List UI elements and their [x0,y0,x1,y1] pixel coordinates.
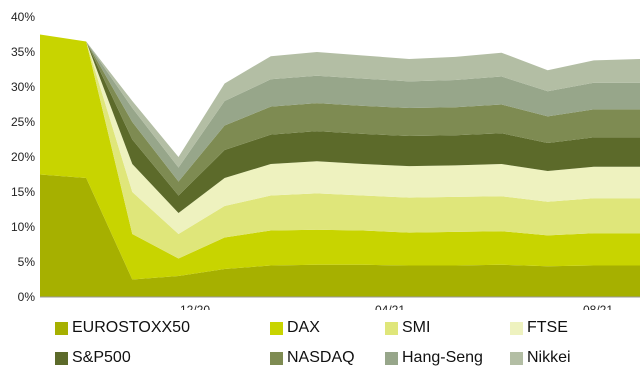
y-tick-label: 40% [11,10,35,24]
legend-swatch [270,351,283,365]
legend-item: S&P500 [55,348,131,368]
legend-swatch [510,321,523,335]
y-tick-label: 5% [18,255,36,269]
legend-label: Hang-Seng [402,349,483,366]
legend-label: DAX [287,319,320,336]
y-tick-label: 25% [11,115,35,129]
legend-swatch [55,351,68,365]
area-series-nikkei [40,34,640,168]
area-series-hang-seng [40,34,640,182]
legend-label: NASDAQ [287,349,355,366]
legend-item: Nikkei [510,348,571,368]
legend-item: Hang-Seng [385,348,483,368]
legend-label: SMI [402,319,431,336]
legend-label: S&P500 [72,349,131,366]
area-series-nasdaq [40,34,640,196]
legend-item: NASDAQ [270,348,355,368]
legend-item: SMI [385,318,430,338]
x-tick-label: 08/21 [583,303,613,310]
legend-item: EUROSTOXX50 [55,318,190,338]
y-tick-label: 20% [11,150,35,164]
legend-swatch [510,351,523,365]
area-series-dax [40,34,640,280]
area-series-ftse [40,34,640,234]
legend-swatch [55,321,68,335]
area-series-eurostoxx50 [40,174,640,297]
legend-swatch [270,321,283,335]
legend-label: FTSE [527,319,568,336]
x-tick-label: 04/21 [375,303,405,310]
legend-item: FTSE [510,318,568,338]
legend-label: EUROSTOXX50 [72,319,190,336]
plot-areas [40,34,640,297]
y-tick-label: 15% [11,185,35,199]
y-tick-label: 35% [11,45,35,59]
legend-swatch [385,321,398,335]
x-axis-ticks: 12/20 04/21 08/21 [180,303,613,310]
y-axis-ticks: 0% 5% 10% 15% 20% 25% 30% 35% 40% [11,10,35,304]
y-tick-label: 30% [11,80,35,94]
legend-label: Nikkei [527,349,571,366]
area-series-smi [40,34,640,259]
stacked-area-chart: 0% 5% 10% 15% 20% 25% 30% 35% 40% 12/20 04/21 08/2… [11,10,640,310]
x-tick-label: 12/20 [180,303,210,310]
legend-item: DAX [270,318,320,338]
y-tick-label: 0% [18,290,36,304]
y-tick-label: 10% [11,220,35,234]
legend-swatch [385,351,398,365]
